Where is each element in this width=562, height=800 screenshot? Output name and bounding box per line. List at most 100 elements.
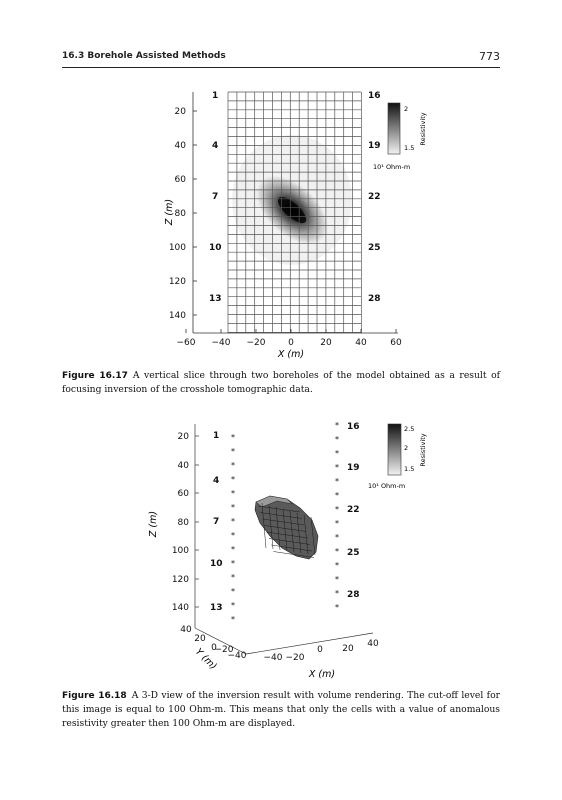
borehole-label-25: 25 [368,243,381,253]
borehole-label-22: 22 [347,505,360,515]
colorbar-title: Resistivity [419,433,427,466]
colorbar [387,423,402,476]
x-tick-20: 20 [342,644,354,654]
borehole-marker: * [335,491,339,500]
voxel-edge [260,512,303,519]
colorbar-title: Resistivity [419,112,427,145]
borehole-marker: * [231,489,235,498]
borehole-marker: * [231,433,235,442]
borehole-label-19: 19 [368,141,381,151]
borehole-label-10: 10 [210,559,223,569]
voxel-edge [257,505,301,513]
voxel-edge [273,551,315,558]
y-tick-20: 20 [194,634,206,644]
borehole-marker: * [231,531,235,540]
voxel-edge [264,525,307,532]
voxel-edge [296,512,302,554]
running-head: 16.3 Borehole Assisted Methods [62,51,226,61]
borehole-marker: * [335,519,339,528]
x-tick-0: 0 [317,645,323,655]
colorbar-unit: 10¹ Ohm-m [373,163,410,171]
borehole-marker: * [335,477,339,486]
borehole-marker: * [335,533,339,542]
model-grid [227,91,362,333]
z-tick-60: 60 [178,489,190,499]
borehole-label-4: 4 [213,476,219,486]
z-tick-40: 40 [178,461,190,471]
z-axis-label: Z (m) [164,199,175,226]
y-tick-m40: −40 [228,651,247,661]
borehole-label-13: 13 [209,294,222,304]
caption-text: A 3-D view of the inversion result with … [62,690,500,729]
borehole-label-16: 16 [347,422,360,432]
colorbar-unit: 10¹ Ohm-m [368,482,405,490]
voxel-edge [303,514,309,555]
borehole-label-19: 19 [347,463,360,473]
borehole-label-28: 28 [347,590,360,600]
voxel-edge [271,544,313,552]
borehole-right: * * * * * * * * * * * * * * [335,421,339,612]
z-tick-marks [195,435,199,608]
figure-16-18-caption: Figure 16.18 A 3-D view of the inversion … [62,689,500,731]
z-tick-marks [193,110,197,316]
borehole-label-1: 1 [213,431,219,441]
z-tick-140: 140 [172,603,189,613]
colorbar-tick-2-5: 2.5 [404,425,414,433]
borehole-marker: * [231,447,235,456]
x-tick-marks [185,329,397,333]
figure-label: Figure 16.17 [62,371,128,381]
z-tick-20: 20 [175,107,187,117]
voxel-edge [266,531,309,539]
voxel-edge [289,510,295,553]
borehole-marker: * [231,615,235,624]
axes-frame [192,92,398,334]
borehole-label-7: 7 [212,192,218,202]
z-axis-label: Z (m) [148,511,159,538]
voxel-edge [268,504,274,550]
figure-label: Figure 16.18 [62,691,127,701]
borehole-label-22: 22 [368,192,381,202]
voxel-edge [261,502,267,549]
x-axis-label: X (m) [277,349,304,360]
z-tick-40: 40 [175,141,187,151]
borehole-marker: * [231,573,235,582]
borehole-label-7: 7 [213,517,219,527]
z-tick-100: 100 [169,243,186,253]
voxel-edge [262,518,305,526]
borehole-label-1: 1 [212,91,218,101]
figure-16-18: 20 40 60 80 100 120 140 Z (m) 40 20 0 −2… [148,421,427,680]
z-tick-80: 80 [175,209,187,219]
voxel-edge [275,506,281,551]
colorbar-tick-2: 2 [404,444,408,452]
borehole-marker: * [231,503,235,512]
x-axis-label: X (m) [308,669,335,680]
x-tick-40: 40 [367,639,379,649]
x-tick-0: 0 [288,338,294,348]
borehole-marker: * [335,547,339,556]
borehole-marker: * [231,517,235,526]
borehole-marker: * [335,421,339,430]
borehole-marker: * [335,463,339,472]
borehole-marker: * [335,575,339,584]
x-tick-m40: −40 [212,338,231,348]
z-tick-60: 60 [175,175,187,185]
figure-16-17: 20 40 60 80 100 120 140 −60 −40 −20 0 20… [164,91,427,360]
borehole-marker: * [231,587,235,596]
voxel-edge [310,516,316,556]
voxel-edge [268,538,311,545]
borehole-marker: * [335,589,339,598]
borehole-marker: * [335,435,339,444]
borehole-label-4: 4 [212,141,218,151]
x-tick-m60: −60 [177,338,196,348]
colorbar-tick-1-5: 1.5 [404,465,414,473]
borehole-label-16: 16 [368,91,381,101]
caption-text: A vertical slice through two boreholes o… [62,370,500,395]
x-tick-60: 60 [390,338,402,348]
z-tick-20: 20 [178,432,190,442]
z-tick-80: 80 [178,518,190,528]
borehole-marker: * [231,461,235,470]
borehole-label-28: 28 [368,294,381,304]
y-tick-0: 0 [211,643,217,653]
y-tick-40: 40 [180,625,192,635]
y-tick-m20: −20 [215,645,234,655]
